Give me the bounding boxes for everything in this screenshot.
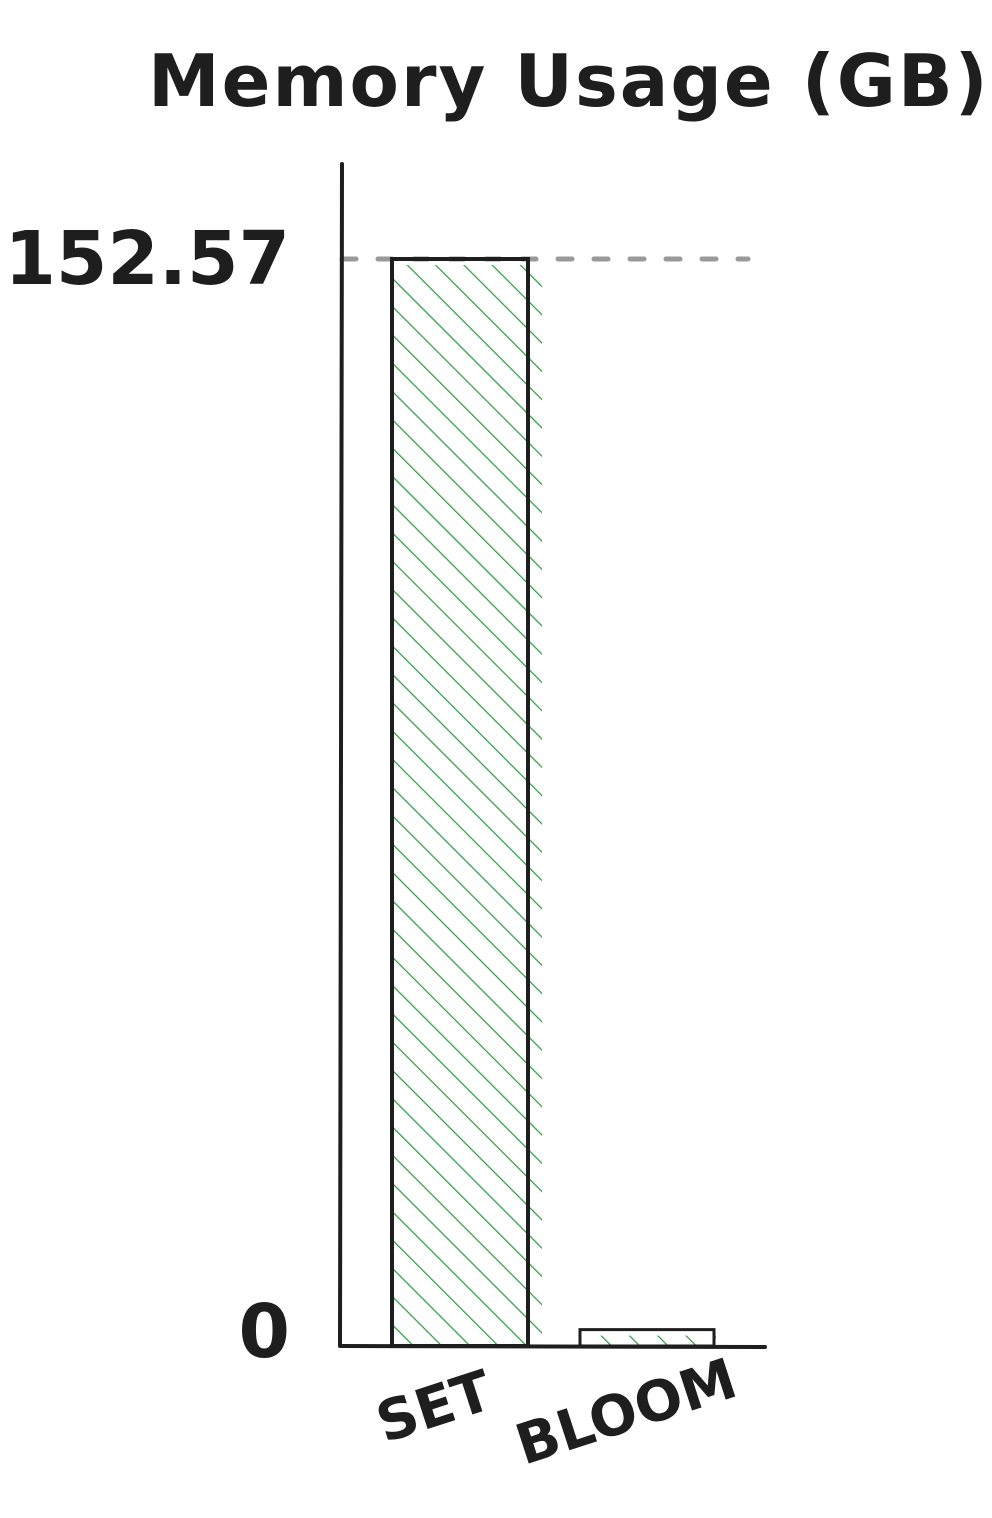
y-tick-label-zero: 0 <box>239 1289 291 1375</box>
category-labels-group: SET BLOOM <box>369 1346 745 1478</box>
y-tick-label-max: 152.57 <box>4 216 290 302</box>
bar-fill-bloom <box>582 1335 716 1346</box>
bar-fill-set <box>394 265 542 1346</box>
y-axis <box>338 162 344 1348</box>
category-label-set: SET <box>369 1358 500 1456</box>
chart-title: Memory Usage (GB) <box>148 39 990 123</box>
category-label-bloom: BLOOM <box>508 1346 744 1478</box>
bars-group <box>390 257 716 1348</box>
x-axis <box>340 1344 767 1349</box>
